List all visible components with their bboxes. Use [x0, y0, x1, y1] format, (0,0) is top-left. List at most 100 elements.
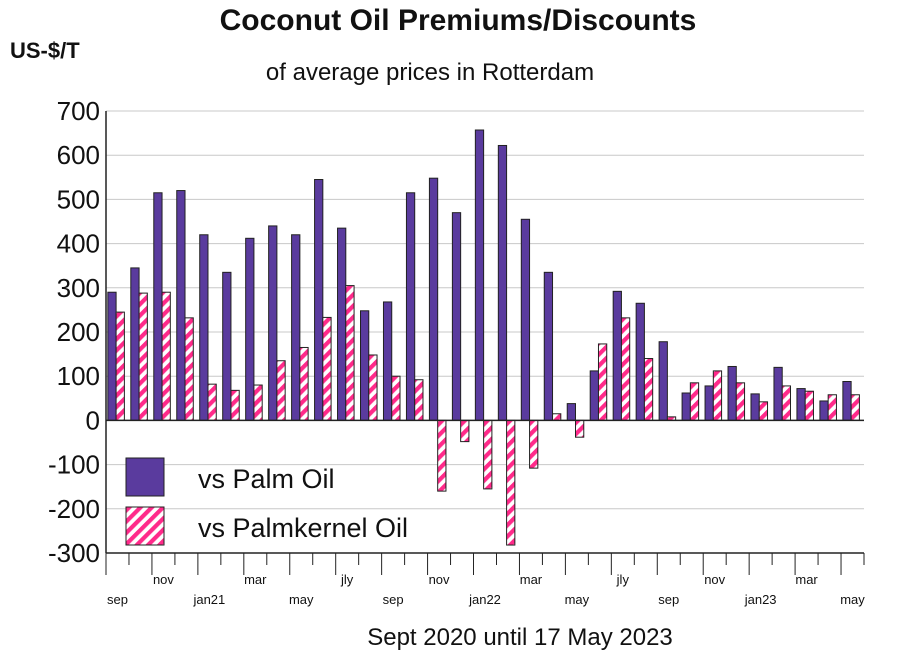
bar-palmkernel-oil: [230, 389, 240, 421]
bar-palmkernel-oil: [804, 390, 814, 421]
bar-palm-oil: [704, 385, 714, 421]
bar-palmkernel-oil: [850, 394, 860, 421]
x-tick-label-bottom: jan22: [468, 592, 501, 607]
y-tick-label: 300: [57, 273, 100, 303]
x-tick-label-top: mar: [520, 572, 543, 587]
bar-palmkernel-oil: [437, 419, 447, 492]
bar-palmkernel-oil: [161, 291, 171, 421]
x-tick-label-bottom: jan21: [192, 592, 225, 607]
bar-palm-oil: [566, 403, 577, 421]
bar-palm-oil: [750, 393, 760, 421]
y-tick-label: 400: [57, 229, 100, 259]
x-tick-label-top: nov: [704, 572, 725, 587]
bar-palm-oil: [360, 310, 370, 421]
bar-palm-oil: [474, 129, 485, 421]
x-tick-label-top: mar: [244, 572, 267, 587]
unit-label: US-$/T: [10, 38, 80, 63]
period-footer: Sept 2020 until 17 May 2023: [367, 624, 673, 651]
x-tick-label-bottom: may: [565, 592, 590, 607]
x-tick-label-top: nov: [429, 572, 450, 587]
bar-palmkernel-oil: [712, 370, 723, 421]
bar-palmkernel-oil: [184, 317, 194, 421]
bar-palmkernel-oil: [207, 383, 217, 421]
bar-palmkernel-oil: [345, 285, 355, 421]
bar-palm-oil: [727, 365, 737, 421]
bar-palm-oil: [245, 237, 255, 421]
bars: [107, 129, 860, 546]
x-axis-tick-labels: nov mar jly nov mar jly nov mar sep jan21 may sep ja…: [105, 553, 865, 607]
bar-palmkernel-oil: [414, 379, 424, 421]
bar-palmkernel-oil: [735, 382, 746, 421]
legend-label-palmkernel-oil: vs Palmkernel Oil: [198, 513, 408, 543]
bar-palm-oil: [497, 144, 508, 421]
bar-palmkernel-oil: [391, 375, 401, 421]
bar-palm-oil: [428, 177, 439, 421]
bar-palmkernel-oil: [689, 382, 700, 421]
y-tick-label: 100: [57, 361, 100, 391]
bar-palm-oil: [773, 366, 783, 421]
y-axis-tick-labels: 700 600 500 400 300 200 100 0 -100 -200 -300: [48, 96, 100, 568]
bar-palm-oil: [153, 192, 163, 421]
bar-palmkernel-oil: [506, 419, 516, 546]
y-tick-label: 600: [57, 140, 100, 170]
bar-palmkernel-oil: [758, 401, 769, 421]
y-tick-label: 0: [86, 405, 100, 435]
x-tick-label-top: jly: [616, 572, 630, 587]
bar-palmkernel-oil: [781, 385, 791, 421]
bar-palmkernel-oil: [643, 358, 654, 421]
x-tick-label-bottom: sep: [658, 592, 679, 607]
bar-palm-oil: [337, 227, 347, 421]
bar-palm-oil: [589, 370, 599, 421]
bar-palm-oil: [314, 179, 324, 421]
axes: [105, 111, 864, 554]
bar-palmkernel-oil: [322, 316, 332, 421]
bar-palm-oil: [176, 190, 186, 421]
bar-palmkernel-oil: [299, 346, 309, 421]
x-tick-label-bottom: sep: [107, 592, 128, 607]
x-tick-label-top: mar: [795, 572, 818, 587]
bar-palmkernel-oil: [253, 384, 263, 421]
legend-label-palm-oil: vs Palm Oil: [198, 464, 335, 494]
bar-palmkernel-oil: [529, 419, 539, 469]
bar-palm-oil: [291, 234, 301, 421]
bar-palm-oil: [842, 381, 852, 421]
y-tick-label: 500: [57, 184, 100, 214]
x-tick-label-top: nov: [153, 572, 174, 587]
bar-palm-oil: [681, 392, 691, 421]
chart-title: Coconut Oil Premiums/Discounts: [220, 4, 697, 37]
bar-palm-oil: [658, 341, 668, 421]
x-tick-label-bottom: sep: [383, 592, 404, 607]
bar-palmkernel-oil: [115, 311, 125, 421]
bar-palm-oil: [796, 388, 806, 421]
bar-palmkernel-oil: [276, 360, 286, 421]
y-tick-label: -200: [48, 494, 100, 524]
bar-palmkernel-oil: [620, 317, 631, 421]
bar-palm-oil: [199, 234, 209, 421]
bar-palmkernel-oil: [575, 419, 585, 438]
legend: vs Palm Oil vs Palmkernel Oil: [125, 457, 408, 546]
bar-palm-oil: [520, 218, 531, 421]
bar-palmkernel-oil: [597, 343, 608, 421]
bar-palmkernel-oil: [460, 419, 470, 443]
y-tick-label: 700: [57, 96, 100, 126]
bar-palm-oil: [451, 212, 462, 421]
y-tick-label: -300: [48, 538, 100, 568]
legend-swatch-palmkernel-oil: [125, 506, 165, 546]
x-tick-label-bottom: jan23: [744, 592, 777, 607]
bar-palmkernel-oil: [827, 394, 837, 421]
legend-swatch-palm-oil: [125, 457, 165, 497]
bar-palm-oil: [635, 302, 645, 421]
bar-palmkernel-oil: [138, 292, 148, 421]
bar-palm-oil: [612, 290, 622, 421]
bar-palm-oil: [405, 192, 416, 421]
bar-palmkernel-oil: [368, 354, 378, 421]
x-tick-label-bottom: may: [840, 592, 865, 607]
bar-palm-oil: [107, 291, 117, 421]
bar-palm-oil: [268, 225, 278, 421]
y-tick-label: -100: [48, 450, 100, 480]
bar-palm-oil: [543, 271, 554, 421]
y-tick-label: 200: [57, 317, 100, 347]
bar-palm-oil: [819, 400, 829, 421]
chart-subtitle: of average prices in Rotterdam: [266, 59, 594, 86]
